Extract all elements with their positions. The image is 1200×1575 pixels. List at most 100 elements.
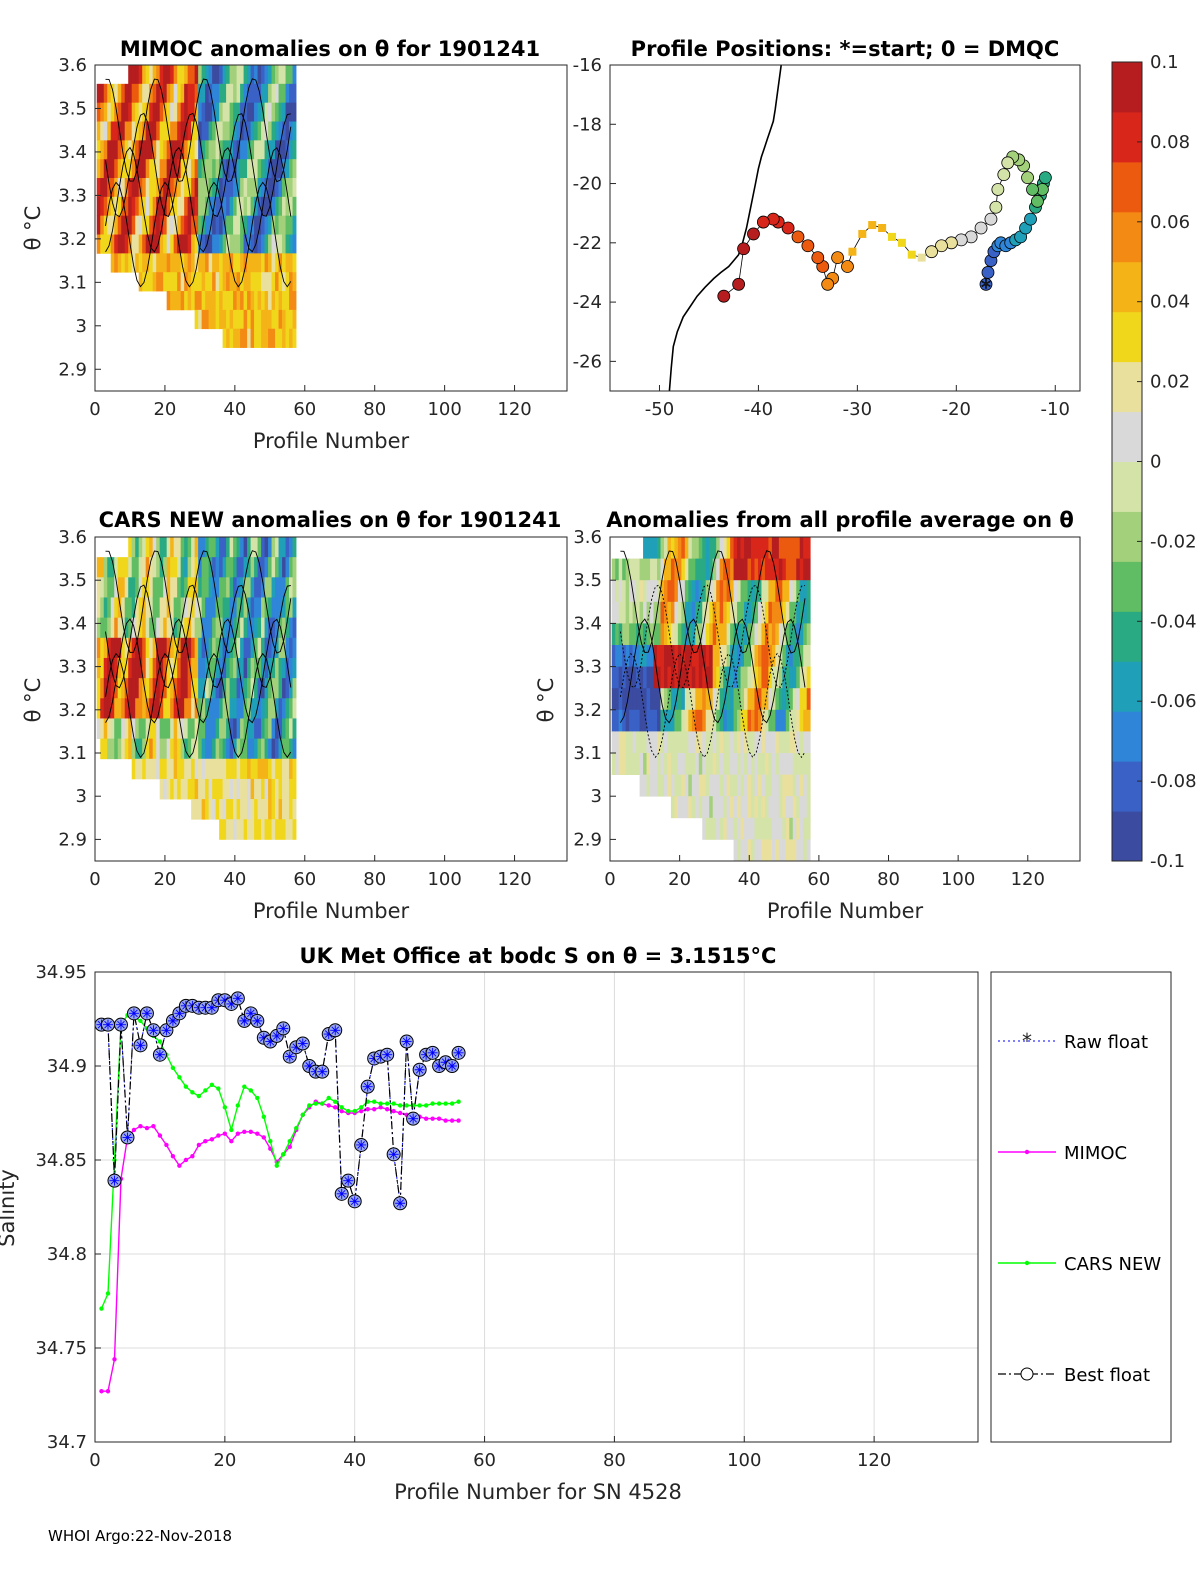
- anomaly-cell: [261, 234, 265, 254]
- anomaly-cell: [740, 796, 745, 819]
- anomaly-cell: [250, 738, 255, 760]
- anomaly-cell: [629, 645, 634, 667]
- anomaly-cell: [208, 617, 213, 639]
- anomaly-cell: [268, 819, 272, 840]
- anomaly-cell: [103, 698, 108, 719]
- anomaly-cell: [145, 718, 150, 739]
- legend-label: Raw float: [1064, 1032, 1148, 1053]
- anomaly-cell: [142, 698, 147, 719]
- anomaly-cell: [730, 753, 734, 775]
- anomaly-cell: [744, 558, 748, 581]
- anomaly-cell: [247, 102, 251, 122]
- anomaly-cell: [667, 688, 672, 711]
- anomaly-cell: [618, 580, 623, 603]
- anomaly-cell: [705, 688, 710, 711]
- anomaly-cell: [278, 657, 283, 679]
- anomaly-cell: [96, 637, 101, 659]
- anomaly-cell: [754, 839, 759, 862]
- anomaly-cell: [163, 597, 168, 619]
- x-tick-label: 40: [738, 869, 761, 890]
- anomaly-cell: [257, 140, 262, 160]
- anomaly-cell: [625, 731, 630, 754]
- anomaly-cell: [198, 159, 203, 179]
- anomaly-cell: [198, 537, 203, 558]
- point-mimoc: [449, 1118, 455, 1123]
- anomaly-cell: [163, 140, 168, 160]
- anomaly-cell: [639, 558, 644, 581]
- anomaly-cell: [285, 537, 290, 558]
- point-raw-float: [362, 1081, 373, 1092]
- anomaly-cell: [250, 159, 255, 179]
- anomaly-cell: [254, 102, 258, 122]
- anomaly-cell: [229, 657, 234, 679]
- x-tick-label: 80: [363, 399, 386, 420]
- anomaly-cell: [261, 718, 265, 739]
- anomaly-cell: [152, 738, 157, 760]
- anomaly-cell: [799, 666, 804, 689]
- point-raw-float: [174, 1008, 185, 1019]
- anomaly-cell: [198, 121, 203, 141]
- anomaly-cell: [96, 121, 101, 141]
- anomaly-cell: [240, 657, 244, 679]
- anomaly-cell: [744, 537, 748, 559]
- anomaly-cell: [754, 623, 759, 646]
- anomaly-cell: [198, 215, 203, 235]
- anomaly-cell: [205, 657, 210, 679]
- anomaly-cell: [233, 597, 237, 619]
- anomaly-cell: [806, 796, 811, 819]
- anomaly-cell: [107, 577, 112, 598]
- colorbar-tick-label: -0.02: [1150, 531, 1197, 552]
- salinity-series: [94, 991, 466, 1394]
- anomaly-cell: [677, 753, 682, 775]
- salinity-ylabel: Salinity: [0, 1169, 19, 1247]
- point-raw-float: [453, 1047, 464, 1058]
- anomaly-cell: [264, 272, 269, 292]
- anomaly-cell: [124, 253, 129, 273]
- anomaly-cell: [131, 698, 136, 719]
- anomaly-cell: [663, 709, 668, 732]
- anomaly-cell: [778, 753, 783, 775]
- anomaly-cell: [208, 121, 213, 141]
- anomaly-cell: [726, 537, 731, 559]
- anomaly-cell: [128, 102, 133, 122]
- legend-marker-dot: [1024, 1149, 1030, 1155]
- anomaly-cell: [236, 799, 241, 820]
- anomaly-cell: [639, 623, 644, 646]
- anomaly-cell: [688, 580, 693, 603]
- anomaly-cell: [208, 140, 213, 160]
- colorbar-tick-label: 0: [1150, 452, 1161, 473]
- anomaly-cell: [184, 253, 189, 273]
- anomaly-cell: [792, 753, 797, 775]
- anomaly-cell: [131, 678, 136, 699]
- anomaly-cell: [785, 688, 790, 711]
- anomaly-cell: [653, 774, 658, 797]
- anomaly-cell: [803, 537, 808, 559]
- anomaly-cell: [240, 65, 244, 85]
- anomaly-cell: [768, 753, 773, 775]
- anomaly-cell: [205, 140, 210, 160]
- anomaly-cell: [757, 666, 762, 689]
- anomaly-cell: [292, 597, 297, 619]
- anomaly-cell: [639, 753, 644, 775]
- anomaly-cell: [796, 537, 801, 559]
- anomaly-cell: [289, 577, 293, 598]
- anomaly-cell: [205, 65, 210, 85]
- anomaly-cell: [191, 65, 196, 85]
- anomaly-cell: [117, 140, 122, 160]
- anomaly-cell: [705, 774, 710, 797]
- anomaly-cell: [733, 817, 738, 840]
- anomaly-cell: [254, 309, 258, 330]
- anomaly-cell: [201, 309, 206, 330]
- anomaly-cell: [194, 698, 199, 719]
- anomaly-cell: [278, 698, 283, 719]
- anomaly-cell: [170, 65, 175, 85]
- anomaly-cell: [737, 537, 741, 559]
- anomaly-cell: [782, 580, 787, 603]
- anomaly-cell: [145, 657, 150, 679]
- anomaly-cell: [271, 819, 276, 840]
- anomaly-cell: [275, 102, 279, 122]
- anomaly-cell: [247, 537, 251, 558]
- anomaly-cell: [247, 637, 251, 659]
- anomaly-cell: [163, 738, 168, 760]
- anomaly-cell: [737, 601, 741, 624]
